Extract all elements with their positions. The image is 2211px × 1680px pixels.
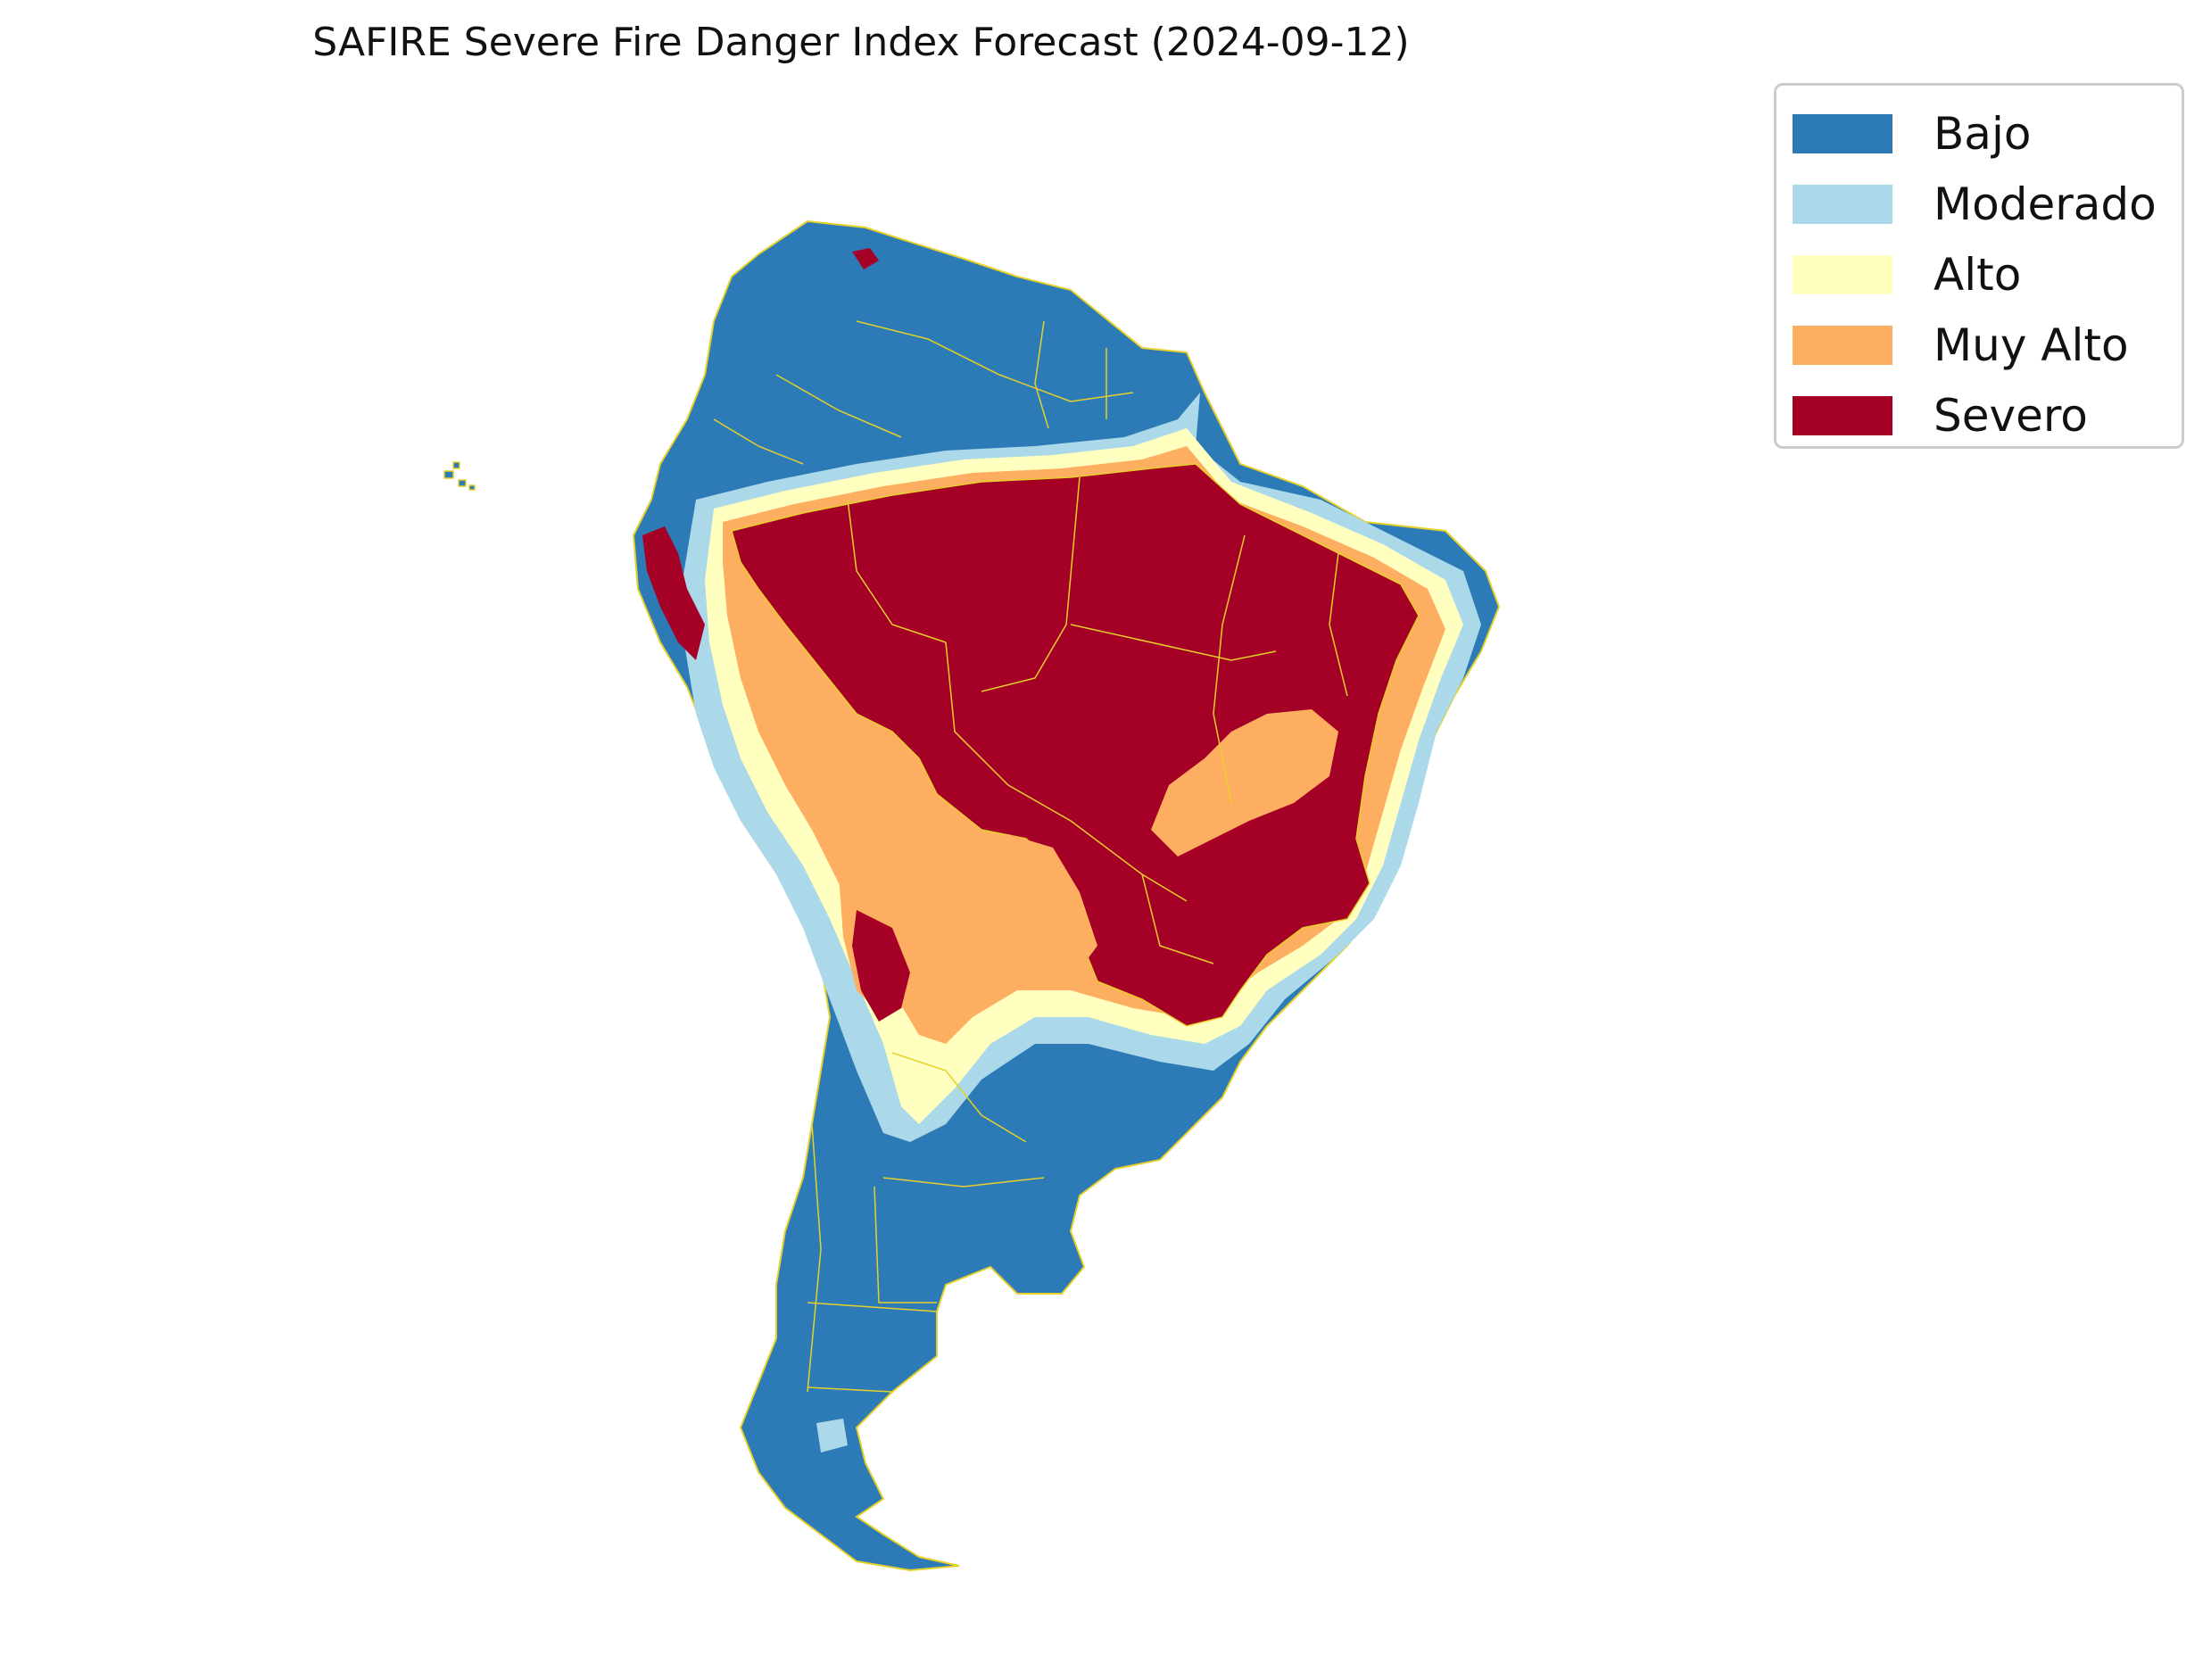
map-title: SAFIRE Severe Fire Danger Index Forecast… [312,20,1410,65]
legend-swatch-muy-alto [1793,325,1892,365]
legend-label-alto: Alto [1934,248,2022,301]
legend-item-alto: Alto [1793,239,2182,310]
patch-moderado-south [816,1419,848,1452]
legend-label-bajo: Bajo [1934,107,2032,160]
legend-label-severo: Severo [1934,389,2088,442]
internal-boundaries [713,320,1348,1393]
patch-severo-andes [852,910,910,1022]
region-severo [731,463,1420,1027]
legend-item-moderado: Moderado [1793,169,2182,239]
legend-swatch-bajo [1793,113,1892,153]
patch-severo-peru [642,526,705,660]
legend-label-muy-alto: Muy Alto [1934,319,2129,371]
legend-swatch-severo [1793,395,1892,435]
legend: Bajo Moderado Alto Muy Alto Severo [1774,83,2184,449]
legend-item-bajo: Bajo [1793,98,2182,169]
patch-severo-venezuela [852,248,879,269]
patch-muy-alto-east [1151,709,1338,857]
patch-muy-alto-center [946,834,1097,981]
legend-swatch-alto [1793,254,1892,294]
legend-item-muy-alto: Muy Alto [1793,310,2182,380]
galapagos-islands [443,461,476,491]
legend-swatch-moderado [1793,184,1892,224]
legend-label-moderado: Moderado [1934,178,2157,230]
legend-item-severo: Severo [1793,380,2182,451]
